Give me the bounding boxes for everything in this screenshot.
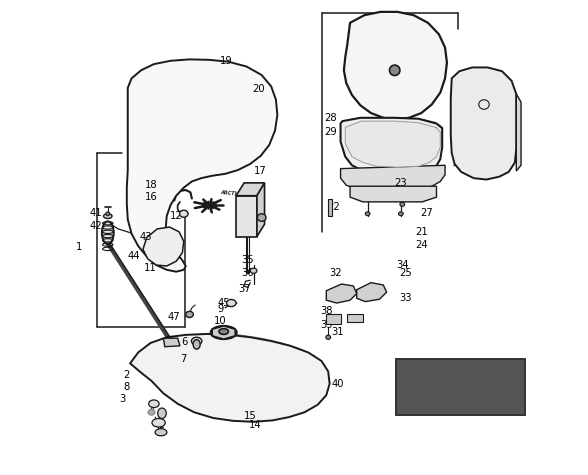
Polygon shape xyxy=(163,338,180,347)
Text: 7: 7 xyxy=(181,353,187,364)
Text: 35: 35 xyxy=(241,255,254,266)
Text: 24: 24 xyxy=(415,239,427,250)
Ellipse shape xyxy=(219,329,229,334)
Ellipse shape xyxy=(326,335,330,339)
Text: 41: 41 xyxy=(89,208,102,218)
Polygon shape xyxy=(516,94,521,171)
Ellipse shape xyxy=(226,299,236,307)
Ellipse shape xyxy=(158,408,166,418)
Ellipse shape xyxy=(389,65,400,76)
Text: 17: 17 xyxy=(253,166,266,176)
Polygon shape xyxy=(326,314,340,324)
Text: 9: 9 xyxy=(217,304,223,314)
Bar xyxy=(396,359,525,415)
Text: 14: 14 xyxy=(249,420,261,430)
Polygon shape xyxy=(127,59,278,272)
Text: 26: 26 xyxy=(425,127,438,137)
Text: 29: 29 xyxy=(325,127,338,137)
Ellipse shape xyxy=(155,429,167,436)
Polygon shape xyxy=(236,183,265,196)
Text: 47: 47 xyxy=(168,312,181,323)
Text: 44: 44 xyxy=(127,250,140,261)
Text: 25: 25 xyxy=(399,268,412,278)
Text: 32: 32 xyxy=(329,268,342,278)
Text: 12: 12 xyxy=(170,211,183,221)
Ellipse shape xyxy=(186,312,193,318)
Ellipse shape xyxy=(250,268,257,273)
Text: 16: 16 xyxy=(145,192,158,202)
Ellipse shape xyxy=(211,326,237,339)
Ellipse shape xyxy=(102,221,113,244)
Polygon shape xyxy=(347,314,363,322)
Text: 40: 40 xyxy=(332,379,344,389)
Text: 22: 22 xyxy=(327,201,340,212)
Text: 31: 31 xyxy=(332,326,344,337)
Text: 13: 13 xyxy=(249,201,261,212)
Ellipse shape xyxy=(399,212,403,216)
Text: 45: 45 xyxy=(218,298,230,308)
Text: 8: 8 xyxy=(123,382,130,392)
Ellipse shape xyxy=(193,340,200,349)
Ellipse shape xyxy=(106,212,110,216)
Text: 27: 27 xyxy=(420,208,433,218)
Text: 42: 42 xyxy=(89,220,102,231)
Text: 4: 4 xyxy=(148,406,155,416)
Ellipse shape xyxy=(149,400,159,408)
Polygon shape xyxy=(344,12,447,120)
Polygon shape xyxy=(340,118,442,176)
Polygon shape xyxy=(326,284,357,303)
Text: 2: 2 xyxy=(123,370,130,380)
Text: 11: 11 xyxy=(144,263,157,274)
Ellipse shape xyxy=(400,202,405,206)
Text: 15: 15 xyxy=(244,410,257,421)
Ellipse shape xyxy=(215,328,233,337)
Text: 10: 10 xyxy=(214,315,227,326)
Text: ARCTIC CAT: ARCTIC CAT xyxy=(220,190,252,198)
Polygon shape xyxy=(451,67,516,180)
Text: 1: 1 xyxy=(76,242,82,252)
Ellipse shape xyxy=(365,212,370,216)
Polygon shape xyxy=(257,183,265,237)
Ellipse shape xyxy=(148,409,155,415)
Polygon shape xyxy=(328,199,332,216)
Polygon shape xyxy=(236,196,257,237)
Polygon shape xyxy=(357,283,387,302)
Ellipse shape xyxy=(179,210,188,218)
Ellipse shape xyxy=(258,214,266,221)
Text: 36: 36 xyxy=(241,268,254,278)
Text: 28: 28 xyxy=(325,113,338,123)
Text: 30: 30 xyxy=(399,141,412,152)
Polygon shape xyxy=(350,186,436,202)
Text: 43: 43 xyxy=(139,231,152,242)
Text: 46: 46 xyxy=(163,336,176,346)
Text: 6: 6 xyxy=(182,337,188,347)
Text: 37: 37 xyxy=(238,284,250,294)
Ellipse shape xyxy=(103,214,112,218)
Text: 34: 34 xyxy=(396,260,409,270)
Text: 38: 38 xyxy=(320,306,333,316)
Text: 5: 5 xyxy=(158,427,164,437)
Polygon shape xyxy=(143,227,184,266)
Ellipse shape xyxy=(152,418,165,427)
Polygon shape xyxy=(130,334,330,422)
Text: 21: 21 xyxy=(415,227,427,237)
Text: 18: 18 xyxy=(145,180,158,190)
Text: 39: 39 xyxy=(320,320,333,331)
Text: 20: 20 xyxy=(252,84,265,95)
Text: 33: 33 xyxy=(399,293,412,304)
Ellipse shape xyxy=(192,337,202,345)
Polygon shape xyxy=(345,121,440,167)
Polygon shape xyxy=(212,326,235,339)
Text: 3: 3 xyxy=(119,394,125,404)
Text: 19: 19 xyxy=(220,56,233,66)
Polygon shape xyxy=(340,165,445,192)
Text: 23: 23 xyxy=(395,178,407,188)
